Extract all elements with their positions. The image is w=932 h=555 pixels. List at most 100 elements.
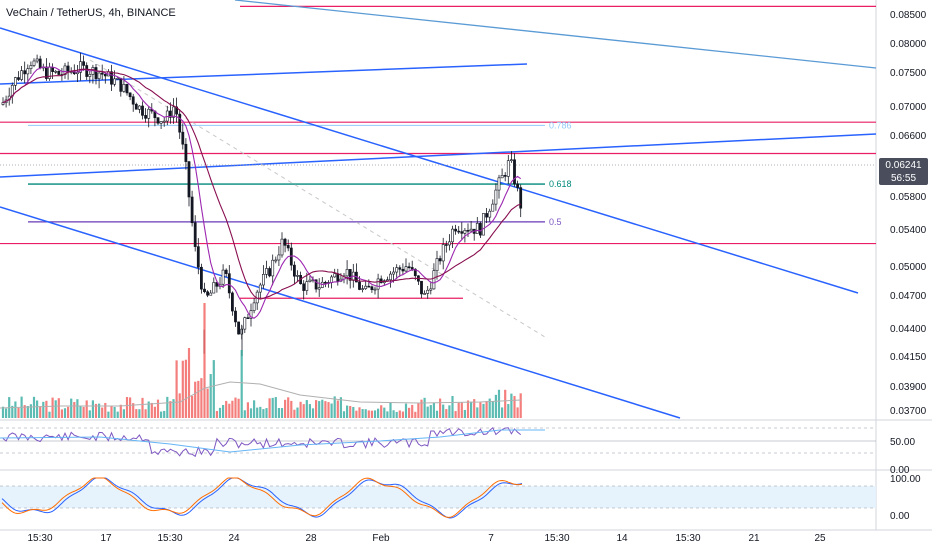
volume-bar (141, 397, 144, 418)
price-axis-label: 0.07000 (890, 102, 927, 113)
candle-body-up (271, 259, 275, 277)
candle-body-up (261, 274, 265, 286)
candle-body-up (122, 84, 126, 92)
volume-bar (222, 404, 225, 418)
candle-body-down (246, 317, 250, 319)
candle-body-down (358, 281, 361, 290)
candle (178, 109, 182, 139)
volume-bar (116, 411, 119, 418)
candle-body-up (305, 281, 309, 291)
candle-body-down (128, 92, 132, 98)
volume-bar (240, 350, 243, 418)
candle-body-down (131, 96, 135, 105)
volume-bar (504, 389, 507, 418)
volume-bar (494, 394, 497, 418)
candle (94, 64, 98, 85)
volume-bar (358, 407, 361, 418)
price-axis-label: 0.04150 (890, 352, 927, 363)
candle (134, 102, 138, 110)
candle-body-down (401, 269, 405, 272)
candle (190, 190, 194, 227)
candle (82, 55, 86, 71)
candle (97, 72, 101, 89)
candle (141, 101, 144, 120)
candle (187, 160, 191, 207)
candle-body-down (196, 246, 200, 268)
candle-body-down (203, 288, 206, 293)
candle-body-up (162, 120, 166, 123)
volume-bar (451, 396, 454, 418)
volume-bar (45, 400, 48, 418)
candle-body-up (97, 72, 101, 79)
volume-bar (265, 408, 268, 418)
volume-bar (57, 398, 60, 418)
candle-body-down (407, 266, 411, 269)
volume-bar (377, 408, 380, 418)
volume-bar (296, 407, 299, 418)
volume-bar (203, 303, 206, 418)
candle-body-up (488, 210, 492, 218)
candle-body-down (94, 67, 98, 79)
volume-bar (11, 405, 14, 418)
time-axis-label: Feb (372, 533, 390, 544)
candle (500, 168, 504, 179)
price-axis-label: 0.06600 (890, 131, 927, 142)
volume-bar (172, 399, 175, 418)
candle-body-up (1, 102, 5, 105)
candle (333, 268, 337, 278)
volume-bar (513, 396, 516, 418)
candle (20, 65, 24, 82)
volume-bar (318, 401, 321, 418)
volume-bar (501, 407, 504, 418)
candle (420, 280, 423, 299)
volume-bar (439, 398, 442, 418)
time-axis-label: 15:30 (27, 533, 52, 544)
candle-body-up (373, 288, 377, 291)
candle (156, 117, 160, 126)
current-price-value: 0.06241 (885, 160, 922, 171)
candle (283, 237, 287, 253)
candle (513, 153, 516, 187)
candle (463, 227, 467, 243)
candle (296, 270, 299, 282)
candle-body-down (234, 310, 237, 323)
volume-bar (60, 409, 63, 418)
candle-body-down (444, 244, 448, 246)
candle-body-up (243, 317, 247, 330)
volume-bar (454, 411, 457, 418)
candle-body-up (159, 121, 163, 124)
candle (206, 290, 210, 298)
candle-body-down (283, 238, 287, 246)
volume-bar (249, 408, 253, 418)
candle-body-up (441, 244, 445, 262)
candle-body-down (302, 283, 306, 291)
candle-body-up (392, 271, 396, 275)
volume-bar (497, 389, 501, 418)
volume-bar (5, 408, 8, 418)
candle-body-down (141, 105, 144, 116)
volume-bar (98, 403, 101, 418)
candle-body-up (29, 65, 33, 70)
volume-bar (156, 399, 160, 418)
volume-bar (507, 404, 510, 418)
volume-bar (187, 348, 191, 418)
candle (435, 250, 439, 280)
candle (85, 62, 89, 80)
current-price-badge: 0.06241 56:55 (879, 158, 928, 185)
volume-bar (485, 401, 488, 418)
rsi-axis-label: 0.00 (890, 465, 910, 476)
candle-body-up (274, 259, 278, 262)
volume-bar (460, 402, 463, 418)
descending-trendline (0, 27, 859, 294)
volume-bar (470, 401, 473, 418)
candle-body-up (469, 228, 473, 232)
fib-level-5-label: 0.5 (549, 217, 562, 227)
candle-body-up (500, 175, 504, 179)
volume-bar (364, 409, 367, 418)
candle-body-up (429, 288, 433, 291)
candle (432, 263, 436, 290)
candle (212, 277, 216, 294)
candle (444, 240, 448, 253)
